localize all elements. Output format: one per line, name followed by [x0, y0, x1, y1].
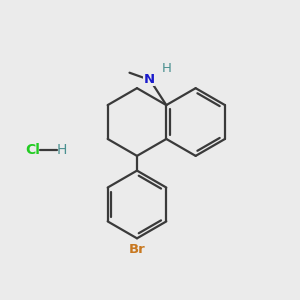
Text: H: H	[161, 62, 171, 75]
Text: H: H	[56, 143, 67, 157]
Text: Cl: Cl	[25, 143, 40, 157]
Text: Br: Br	[129, 243, 146, 256]
Text: N: N	[144, 73, 155, 86]
